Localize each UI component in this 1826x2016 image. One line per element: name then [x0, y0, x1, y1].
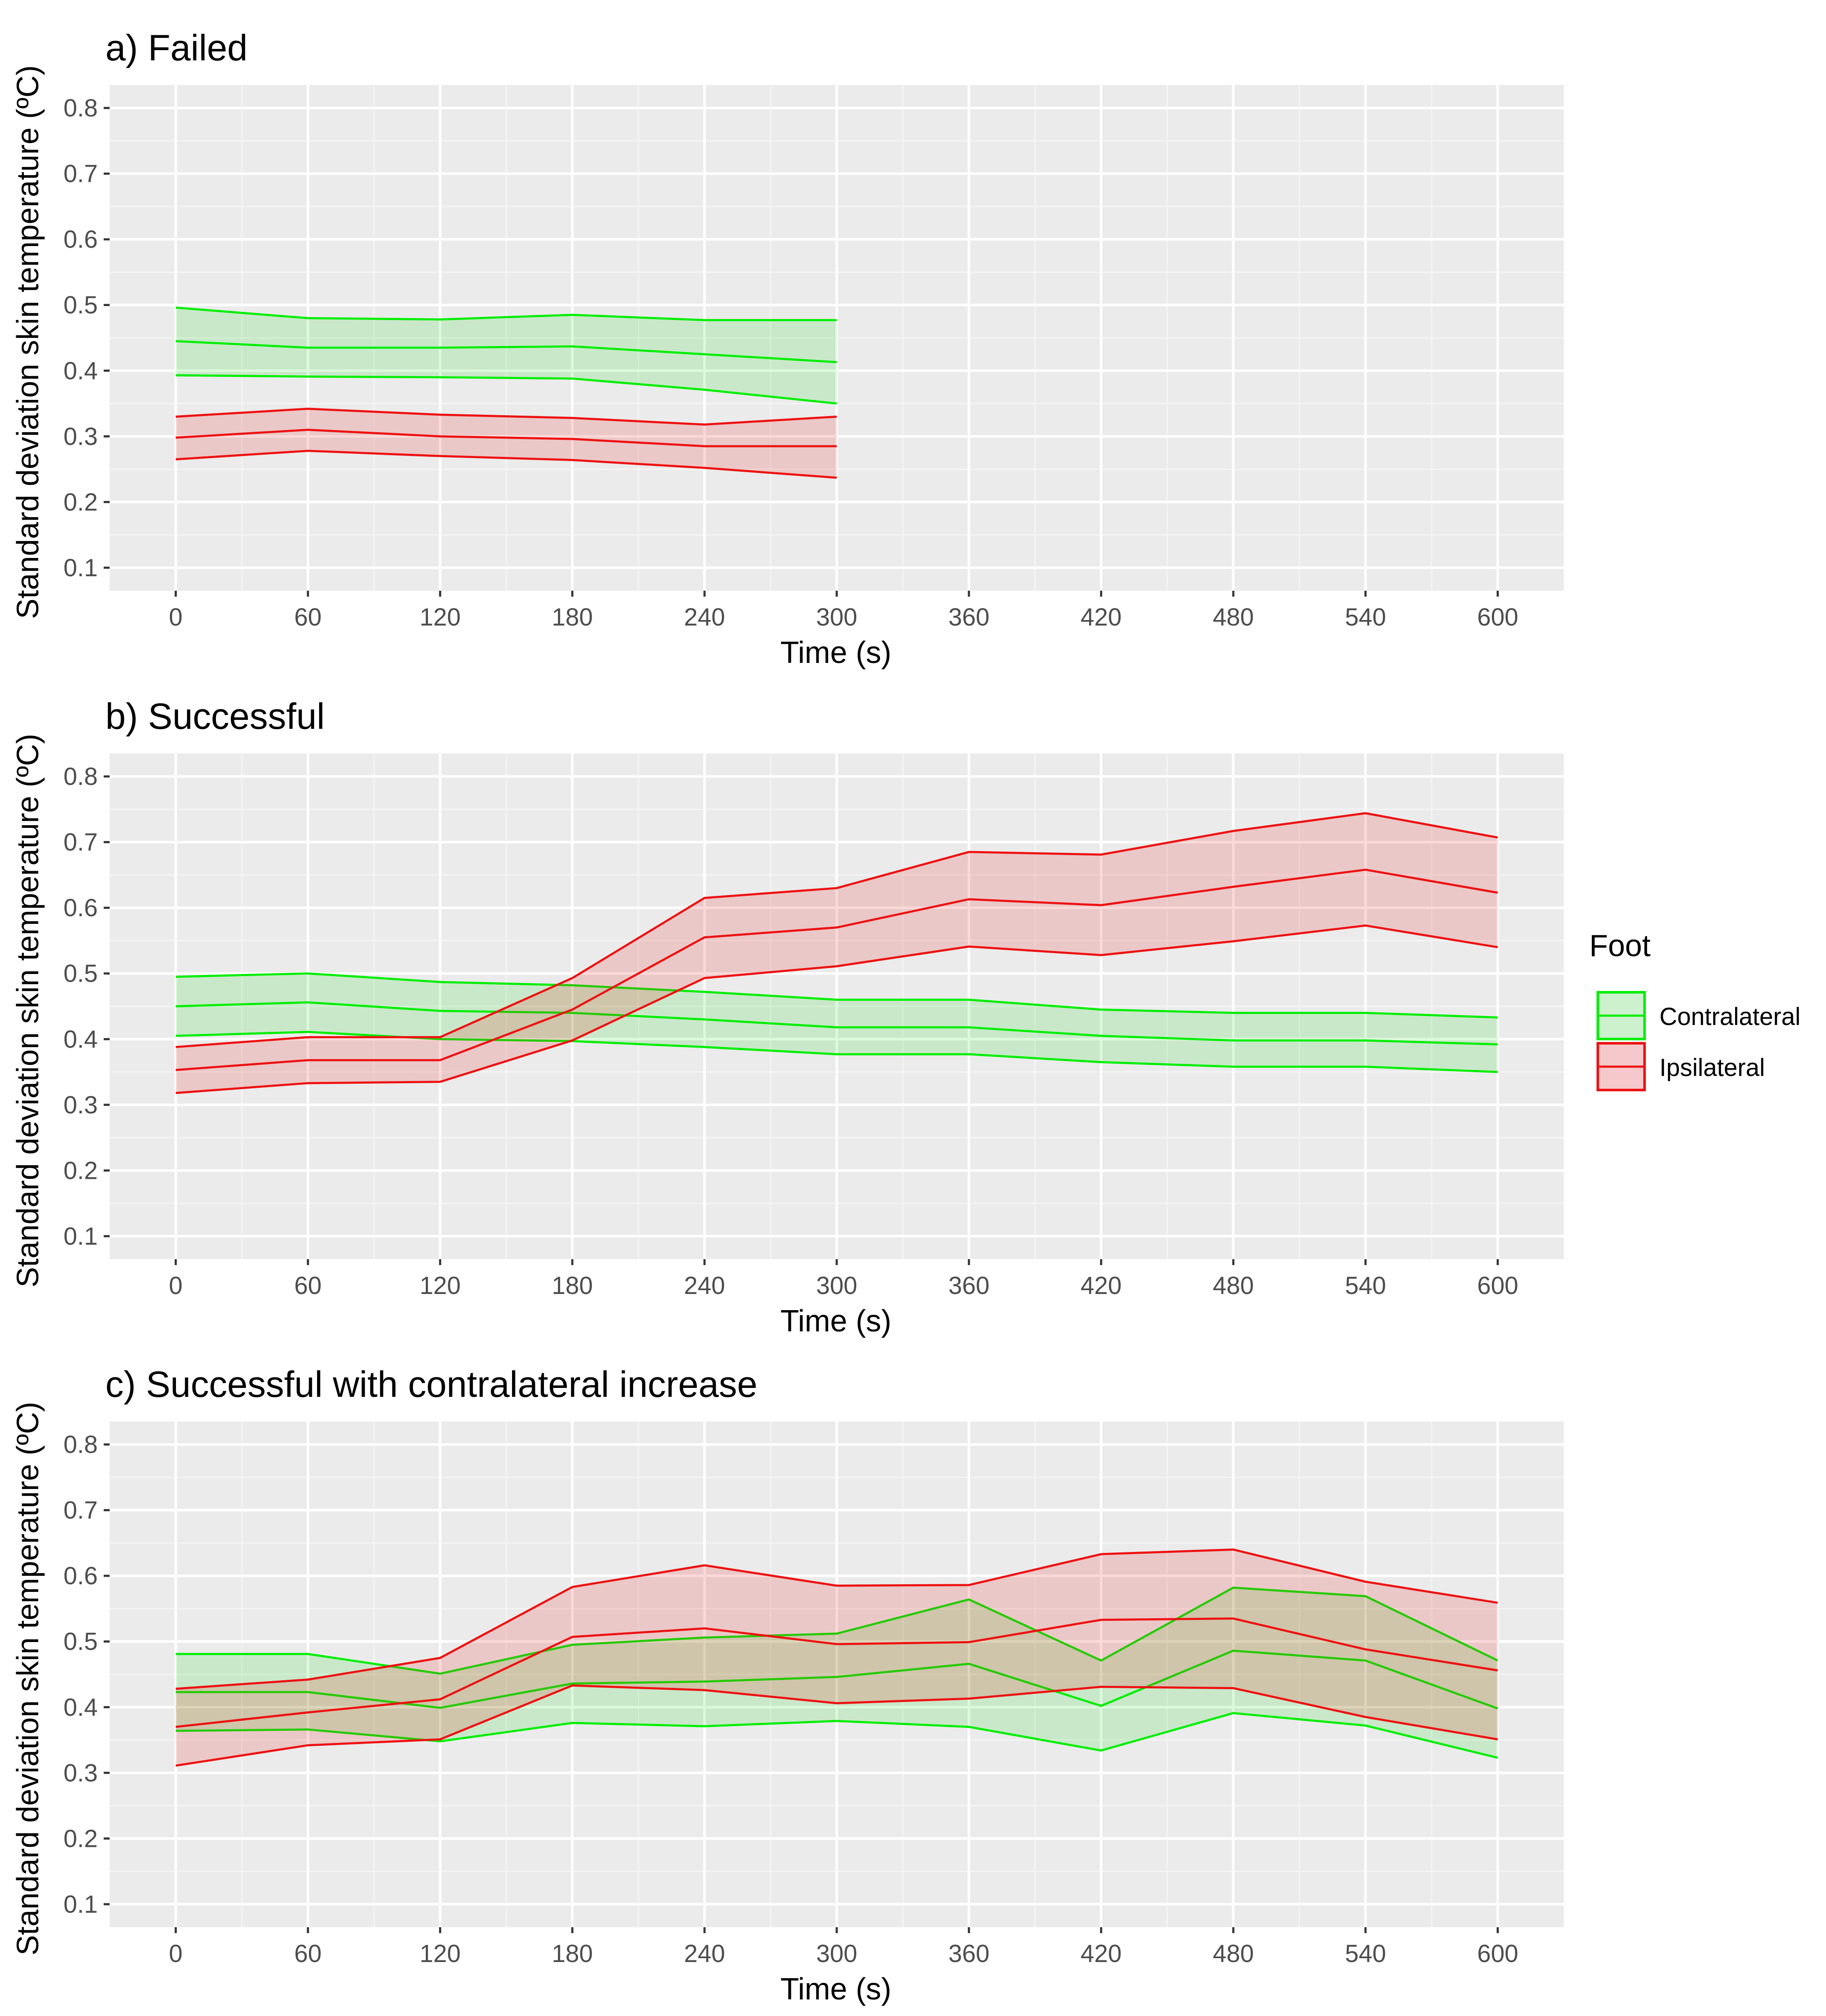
- y-tick-label: 0.8: [63, 763, 98, 790]
- x-axis-title: Time (s): [780, 636, 891, 670]
- x-tick-label: 360: [948, 1272, 990, 1300]
- ipsilateral-upper-line: [176, 812, 1498, 1048]
- x-tick-label: 180: [552, 1940, 593, 1968]
- ipsilateral-upper-line: [176, 408, 837, 426]
- x-tick-label: 300: [816, 1272, 858, 1300]
- x-tick-label: 120: [419, 1940, 461, 1968]
- ipsilateral-lower-line: [176, 1684, 1498, 1767]
- x-tick-label: 600: [1477, 1940, 1518, 1968]
- y-tick-label: 0.4: [63, 1025, 98, 1053]
- y-tick-label: 0.5: [63, 1628, 98, 1656]
- x-tick-label: 540: [1345, 603, 1386, 631]
- contralateral-upper-line: [176, 972, 1498, 1019]
- y-axis-title: Standard deviation skin temperature (ºC): [11, 65, 45, 619]
- panel-title: b) Successful: [105, 696, 325, 737]
- ipsilateral-mean-line: [176, 869, 1498, 1071]
- ipsilateral-lower-line: [176, 924, 1498, 1094]
- contralateral-ci-band: [176, 973, 1498, 1072]
- y-tick-label: 0.7: [63, 160, 98, 188]
- panel-title: a) Failed: [105, 28, 248, 68]
- ipsilateral-mean-line: [176, 1617, 1498, 1728]
- y-tick-label: 0.3: [63, 1759, 98, 1787]
- x-tick-label: 180: [552, 603, 593, 631]
- ipsilateral-upper-line: [176, 1548, 1498, 1690]
- ipsilateral-mean-line: [176, 428, 837, 447]
- contralateral-lower-line: [176, 374, 837, 405]
- y-tick-label: 0.6: [63, 226, 98, 253]
- x-tick-label: 420: [1081, 1940, 1122, 1968]
- y-tick-label: 0.4: [63, 357, 98, 385]
- contralateral-lower-line: [176, 1712, 1498, 1759]
- ipsilateral-lower-line: [176, 450, 837, 479]
- x-axis-title: Time (s): [780, 1304, 891, 1338]
- x-tick-label: 120: [419, 1272, 461, 1300]
- contralateral-ci-band: [176, 307, 837, 404]
- x-tick-label: 300: [816, 1940, 858, 1968]
- y-tick-label: 0.6: [63, 1562, 98, 1590]
- x-tick-label: 480: [1213, 1272, 1254, 1300]
- legend: Foot Contralateral Ipsilateral: [1589, 929, 1801, 1091]
- x-tick-label: 0: [169, 603, 182, 631]
- x-tick-label: 60: [294, 1272, 322, 1300]
- x-tick-label: 420: [1081, 603, 1122, 631]
- x-tick-label: 360: [948, 1940, 990, 1968]
- y-tick-label: 0.3: [63, 1091, 98, 1119]
- contralateral-mean-line: [176, 1001, 1498, 1046]
- x-tick-label: 120: [419, 603, 461, 631]
- x-tick-label: 240: [684, 1940, 725, 1968]
- legend-key-ipsilateral: Ipsilateral: [1597, 1042, 1765, 1091]
- legend-title: Foot: [1589, 929, 1650, 963]
- x-tick-label: 60: [294, 603, 322, 631]
- contralateral-mean-line: [176, 1649, 1498, 1710]
- y-axis-title: Standard deviation skin temperature (ºC): [11, 1402, 45, 1956]
- legend-label-contralateral: Contralateral: [1659, 1003, 1801, 1031]
- y-tick-label: 0.2: [63, 1157, 98, 1184]
- x-tick-label: 480: [1213, 1940, 1254, 1968]
- ipsilateral-ci-band: [176, 408, 837, 478]
- x-axis-title: Time (s): [780, 1972, 891, 2006]
- panels: 0.1 0.2 0.3 0.4 0.5 0.6 0.7 0.8 0 60 120 180 240 300 3…: [11, 28, 1564, 2006]
- y-tick-label: 0.2: [63, 1825, 98, 1852]
- x-tick-label: 600: [1477, 603, 1518, 631]
- legend-label-ipsilateral: Ipsilateral: [1659, 1054, 1765, 1082]
- panel-title: c) Successful with contralateral increas…: [105, 1364, 757, 1405]
- y-tick-label: 0.5: [63, 292, 98, 319]
- y-tick-label: 0.8: [63, 1431, 98, 1458]
- x-tick-label: 300: [816, 603, 858, 631]
- y-tick-label: 0.8: [63, 94, 98, 122]
- y-axis-title: Standard deviation skin temperature (ºC): [11, 734, 45, 1288]
- y-tick-label: 0.5: [63, 960, 98, 988]
- ipsilateral-ci-band: [176, 813, 1498, 1093]
- panel-2: 0.1 0.2 0.3 0.4 0.5 0.6 0.7 0.8 0 60 120 180 240 300 3…: [11, 696, 1564, 1338]
- y-tick-label: 0.1: [63, 1223, 98, 1250]
- contralateral-ci-band: [176, 1588, 1498, 1758]
- x-tick-label: 0: [169, 1940, 182, 1968]
- y-tick-label: 0.1: [63, 554, 98, 582]
- x-tick-label: 0: [169, 1272, 182, 1300]
- x-tick-label: 540: [1345, 1940, 1386, 1968]
- x-tick-label: 600: [1477, 1272, 1518, 1300]
- x-tick-label: 240: [684, 603, 725, 631]
- x-tick-label: 180: [552, 1272, 593, 1300]
- x-tick-label: 540: [1345, 1272, 1386, 1300]
- contralateral-upper-line: [176, 306, 837, 321]
- x-tick-label: 480: [1213, 603, 1254, 631]
- x-tick-label: 240: [684, 1272, 725, 1300]
- x-tick-label: 60: [294, 1940, 322, 1968]
- y-tick-label: 0.6: [63, 894, 98, 922]
- x-tick-label: 360: [948, 603, 990, 631]
- y-tick-label: 0.3: [63, 423, 98, 450]
- y-tick-label: 0.7: [63, 829, 98, 856]
- y-tick-label: 0.4: [63, 1693, 98, 1721]
- panel-1: 0.1 0.2 0.3 0.4 0.5 0.6 0.7 0.8 0 60 120 180 240 300 3…: [11, 28, 1564, 670]
- y-tick-label: 0.1: [63, 1891, 98, 1918]
- x-tick-label: 420: [1081, 1272, 1122, 1300]
- panel-3: 0.1 0.2 0.3 0.4 0.5 0.6 0.7 0.8 0 60 120 180 240 300 3…: [11, 1364, 1564, 2006]
- legend-key-contralateral: Contralateral: [1597, 991, 1801, 1040]
- contralateral-mean-line: [176, 340, 837, 363]
- y-tick-label: 0.2: [63, 488, 98, 516]
- y-tick-label: 0.7: [63, 1497, 98, 1524]
- contralateral-upper-line: [176, 1586, 1498, 1675]
